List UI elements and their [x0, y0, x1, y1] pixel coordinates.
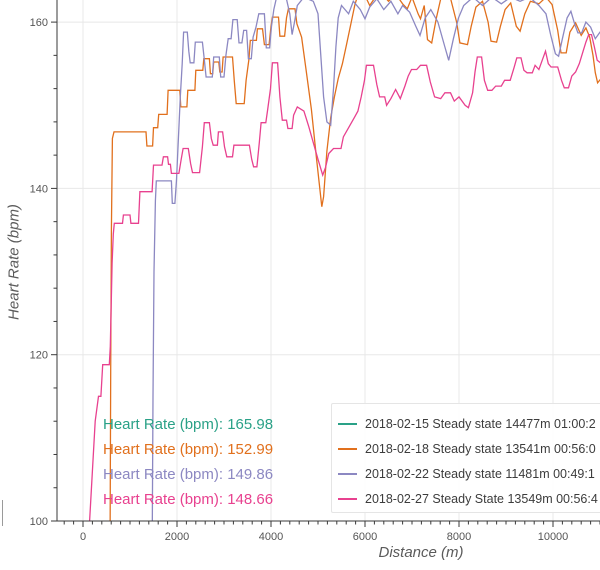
legend: 2018-02-15 Steady state 14477m 01:00:2 20… [331, 403, 600, 513]
legend-item-0[interactable]: 2018-02-15 Steady state 14477m 01:00:2 [338, 411, 600, 436]
x-tick-label: 8000 [447, 531, 471, 543]
readout-line-0: Heart Rate (bpm): 165.98 [103, 416, 274, 433]
y-tick-label: 160 [30, 17, 48, 29]
x-tick-label: 0 [80, 531, 86, 543]
legend-item-label: 2018-02-27 Steady State 13549m 00:56:4 [365, 491, 598, 506]
legend-item-label: 2018-02-15 Steady state 14477m 01:00:2 [365, 416, 596, 431]
series-lines [88, 0, 600, 521]
readout-line-2: Heart Rate (bpm): 149.86 [103, 466, 274, 483]
legend-swatch-icon [338, 447, 357, 450]
series-line-1 [109, 0, 600, 521]
x-tick-label: 6000 [353, 531, 377, 543]
hover-readout: Heart Rate (bpm): 165.98 Heart Rate (bpm)… [103, 412, 273, 512]
x-tick-label: 4000 [259, 531, 283, 543]
legend-item-3[interactable]: 2018-02-27 Steady State 13549m 00:56:4 [338, 486, 600, 511]
legend-swatch-icon [338, 422, 357, 425]
legend-item-2[interactable]: 2018-02-22 Steady state 11481m 00:49:1 [338, 461, 600, 486]
series-line-3 [88, 33, 600, 521]
legend-item-label: 2018-02-22 Steady state 11481m 00:49:1 [365, 466, 595, 481]
readout-line-3: Heart Rate (bpm): 148.66 [103, 491, 274, 508]
x-tick-label: 2000 [165, 531, 189, 543]
y-tick-label: 140 [30, 183, 48, 195]
legend-swatch-icon [338, 497, 357, 500]
y-tick-label: 100 [30, 516, 48, 528]
legend-item-label: 2018-02-18 Steady state 13541m 00:56:0 [365, 441, 596, 456]
legend-swatch-icon [338, 472, 357, 475]
series-line-2 [151, 0, 600, 521]
y-tick-label: 120 [30, 350, 48, 362]
x-tick-label: 10000 [538, 531, 569, 543]
readout-line-1: Heart Rate (bpm): 152.99 [103, 441, 274, 458]
legend-item-1[interactable]: 2018-02-18 Steady state 13541m 00:56:0 [338, 436, 600, 461]
axes: 0 2000 4000 6000 8000 10000 100 120 140 160 [2, 0, 600, 543]
y-axis-title: Heart Rate (bpm) [5, 204, 23, 320]
x-axis-title: Distance (m) [378, 544, 464, 561]
